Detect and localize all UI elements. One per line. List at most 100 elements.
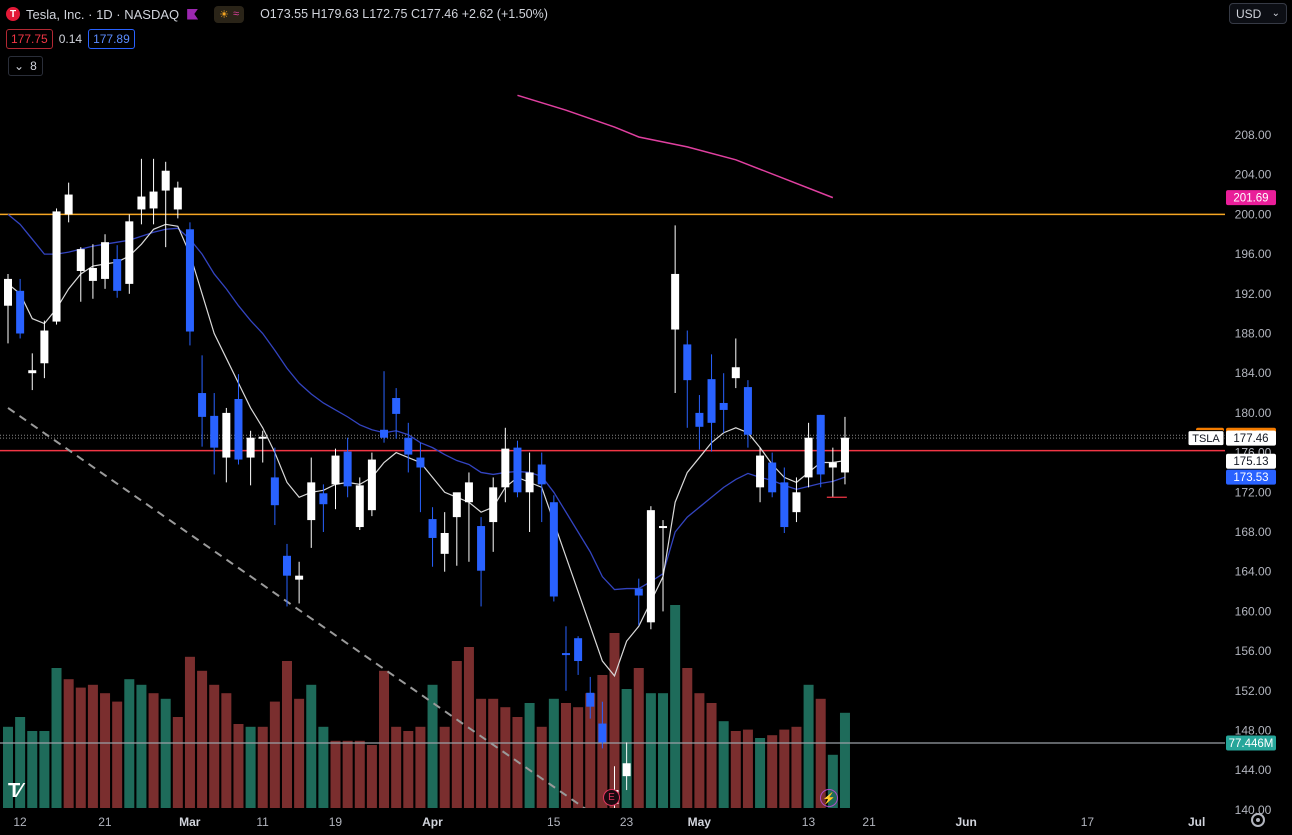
- price-label-text: 77.446M: [1229, 738, 1274, 750]
- candle-body: [574, 638, 583, 662]
- tradingview-logo-icon[interactable]: T⁄: [8, 780, 21, 802]
- volume-bar: [706, 703, 717, 808]
- volume-bar: [330, 740, 341, 808]
- price-label-box: [1226, 735, 1276, 751]
- candle-body: [489, 487, 498, 523]
- y-tick-label: 144.00: [1235, 763, 1272, 777]
- ma-blue-line: [7, 213, 846, 591]
- volume-bar: [257, 726, 268, 808]
- y-tick-label: 200.00: [1235, 207, 1272, 221]
- volume-bar: [3, 726, 13, 808]
- candle-body: [828, 462, 837, 468]
- candle-body: [586, 692, 595, 707]
- candle-body: [731, 367, 740, 379]
- price-label-text: 173.53: [1233, 472, 1268, 484]
- x-tick-label: 21: [98, 815, 112, 829]
- candle-body: [404, 437, 413, 455]
- gear-icon[interactable]: [1251, 813, 1265, 827]
- volume-bar: [294, 698, 305, 808]
- volume-bar: [342, 740, 353, 808]
- candle-body: [28, 370, 37, 374]
- volume-bar: [742, 729, 753, 808]
- candle-body: [719, 402, 728, 410]
- price-tag-text: TSLA: [1192, 433, 1220, 445]
- ohlc-readout: O173.55 H179.63 L172.75 C177.46 +2.62 (+…: [260, 7, 548, 21]
- symbol-title[interactable]: Tesla, Inc. · 1D · NASDAQ: [26, 6, 180, 22]
- currency-select[interactable]: USD ⌄: [1229, 3, 1287, 24]
- candle-body: [173, 187, 182, 210]
- candle-body: [258, 436, 267, 439]
- lightning-icon[interactable]: ⚡: [820, 789, 838, 807]
- price-label-box: [1226, 453, 1276, 469]
- candle-body: [4, 278, 12, 306]
- sell-button[interactable]: 177.75: [6, 29, 53, 49]
- volume-bar: [658, 693, 669, 808]
- buy-button[interactable]: 177.89: [88, 29, 135, 49]
- y-tick-label: 204.00: [1235, 168, 1272, 182]
- sun-icon: ☀: [219, 8, 230, 21]
- volume-bar: [197, 670, 208, 808]
- candle-body: [295, 575, 304, 580]
- volume-bar: [476, 698, 487, 808]
- volume-bar: [488, 698, 499, 808]
- flag-icon[interactable]: [187, 8, 199, 20]
- price-labels: 201.69177.75Pre177.46TSLA175.13173.5377.…: [1187, 190, 1276, 751]
- earnings-badge[interactable]: E: [603, 789, 620, 806]
- volume-bar: [221, 693, 232, 808]
- spread-value: 0.14: [58, 32, 83, 46]
- volume-bar: [415, 726, 426, 808]
- candles: [4, 158, 849, 808]
- volume-bar: [245, 726, 256, 808]
- volume-bar: [730, 731, 741, 808]
- volume-bar: [391, 726, 402, 808]
- x-tick-label: Mar: [179, 815, 201, 829]
- volume-bar: [682, 668, 693, 808]
- volume-bar: [718, 721, 729, 808]
- volume-bar: [815, 698, 826, 808]
- indicators-toggle[interactable]: ⌄ 8: [8, 56, 43, 76]
- candle-body: [101, 242, 110, 279]
- y-tick-label: 148.00: [1235, 724, 1272, 738]
- tesla-logo-icon: T: [6, 7, 20, 21]
- x-tick-label: Jun: [955, 815, 976, 829]
- volume-bar: [755, 738, 766, 808]
- candle-body: [549, 502, 558, 597]
- candle-body: [125, 221, 134, 284]
- candle-body: [343, 451, 352, 487]
- symbol-header[interactable]: T Tesla, Inc. · 1D · NASDAQ ☀ ≈ O173.55 …: [6, 5, 548, 23]
- open-value: O173.55: [260, 7, 309, 21]
- y-tick-label: 172.00: [1235, 485, 1272, 499]
- y-tick-label: 156.00: [1235, 644, 1272, 658]
- chevron-down-icon: ⌄: [1271, 8, 1280, 19]
- volume-bar: [548, 698, 559, 808]
- candle-body: [683, 344, 692, 381]
- volume-bar: [112, 701, 123, 808]
- plot-area: [0, 94, 1225, 808]
- candle-body: [816, 414, 825, 475]
- volume-bar: [767, 735, 778, 808]
- candle-body: [756, 455, 765, 488]
- volume-bar: [281, 661, 292, 808]
- candle-body: [380, 429, 389, 438]
- y-tick-label: 196.00: [1235, 247, 1272, 261]
- price-tag-box: [1187, 430, 1225, 447]
- candle-body: [319, 493, 328, 505]
- x-tick-label: 12: [13, 815, 27, 829]
- market-status-pill[interactable]: ☀ ≈: [214, 5, 245, 23]
- candle-body: [307, 482, 316, 521]
- candle-body: [622, 763, 631, 777]
- volume-bar: [306, 684, 317, 808]
- volume-bar: [670, 605, 681, 808]
- candle-body: [355, 485, 364, 528]
- y-tick-label: 188.00: [1235, 327, 1272, 341]
- volume-bar: [75, 687, 86, 808]
- candle-body: [416, 457, 425, 468]
- y-tick-label: 160.00: [1235, 604, 1272, 618]
- y-tick-label: 152.00: [1235, 684, 1272, 698]
- candle-body: [52, 211, 61, 322]
- y-axis: 208.00 204.00 200.00 196.00 192.00 188.00 184.…: [1235, 128, 1272, 817]
- candle-body: [743, 387, 752, 435]
- x-tick-label: Apr: [422, 815, 443, 829]
- indicators-count: 8: [30, 59, 37, 73]
